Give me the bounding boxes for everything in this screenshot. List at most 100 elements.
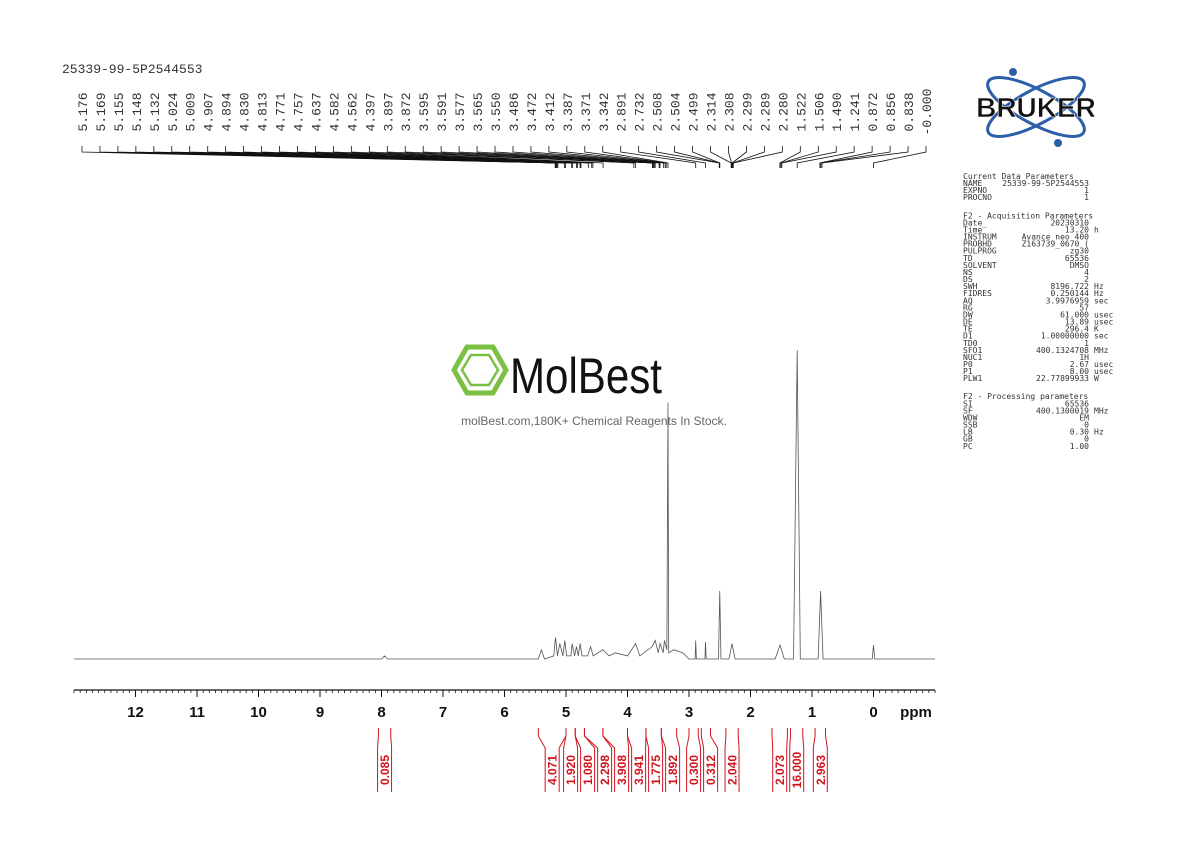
- x-axis-label: ppm: [900, 704, 932, 721]
- parameter-value: 4: [1084, 268, 1089, 277]
- peak-label: 4.637: [309, 92, 324, 131]
- parameter-name: TD0: [963, 339, 978, 348]
- parameter-value: Avance neo 400: [1022, 233, 1090, 242]
- peak-label: 4.894: [220, 92, 235, 131]
- parameter-value: 2: [1084, 275, 1089, 284]
- parameter-section-title: Current Data Parameters: [963, 172, 1074, 181]
- parameter-value: zg30: [1070, 247, 1089, 256]
- peak-connector: [780, 146, 819, 168]
- integral-bracket: [724, 728, 740, 792]
- x-tick-label: 5: [562, 704, 570, 721]
- parameter-name: SOLVENT: [963, 261, 997, 270]
- peak-connector: [692, 146, 721, 168]
- peak-label: 2.314: [705, 92, 720, 131]
- peak-label: 2.504: [669, 92, 684, 131]
- parameter-value: 0.30: [1070, 428, 1089, 437]
- integral-label: 1.920: [564, 755, 578, 785]
- integral-label: 1.775: [649, 755, 663, 785]
- integral-label: 1.892: [666, 755, 680, 785]
- peak-connector: [820, 146, 891, 168]
- parameter-unit: Hz: [1094, 428, 1104, 437]
- parameter-value: 296.4: [1065, 325, 1089, 334]
- parameter-value: 0: [1084, 421, 1089, 430]
- peak-connector: [821, 146, 909, 168]
- parameter-value: 25339-99-5P2544553: [1002, 179, 1089, 188]
- parameter-value: 1.00: [1070, 442, 1089, 451]
- parameter-unit: MHz: [1094, 346, 1109, 355]
- peak-connector: [731, 146, 747, 168]
- peak-label: 0.856: [884, 92, 899, 131]
- x-tick-label: 0: [869, 704, 877, 721]
- parameter-value: 1H: [1079, 353, 1089, 362]
- parameter-name: SWH: [963, 282, 978, 291]
- peak-label: 3.550: [489, 92, 504, 131]
- parameter-value: 57: [1079, 303, 1089, 312]
- parameter-name: DW: [963, 310, 973, 319]
- peak-connector: [819, 146, 873, 168]
- peak-label: 3.565: [471, 92, 486, 131]
- x-tick-label: 2: [746, 704, 754, 721]
- peak-label: 3.342: [597, 92, 612, 131]
- parameter-name: NUC1: [963, 353, 982, 362]
- peak-label: 2.732: [633, 92, 648, 131]
- parameter-name: Date_: [963, 218, 987, 227]
- peak-connector: [732, 146, 765, 168]
- x-tick-label: 8: [377, 704, 385, 721]
- parameter-name: P0: [963, 360, 973, 369]
- peak-label: 5.169: [94, 92, 109, 131]
- peak-connector: [333, 146, 593, 168]
- parameter-value: 65536: [1065, 254, 1089, 263]
- parameter-unit: W: [1094, 374, 1099, 383]
- peak-label: 3.486: [507, 92, 522, 131]
- parameter-unit: usec: [1094, 310, 1113, 319]
- peak-label: 2.891: [615, 92, 630, 131]
- peak-connector: [796, 146, 855, 168]
- peak-label: 3.387: [561, 92, 576, 131]
- parameter-value: 8196.722: [1050, 282, 1089, 291]
- parameter-unit: usec: [1094, 318, 1113, 327]
- peak-label: 1.506: [812, 92, 827, 131]
- parameter-value: 8.00: [1070, 367, 1089, 376]
- parameter-name: DE: [963, 318, 973, 327]
- peak-label: 4.813: [256, 92, 271, 131]
- peak-connector: [512, 146, 660, 168]
- logo-text: BRUKER: [976, 92, 1096, 123]
- x-tick-label: 11: [189, 704, 205, 721]
- peak-connector: [494, 146, 656, 168]
- integral-label: 2.073: [773, 755, 787, 785]
- integral-label: 2.298: [598, 755, 612, 785]
- logo-dot: [1054, 139, 1062, 147]
- peak-label: 3.872: [399, 92, 414, 131]
- parameter-value: 3.9976959: [1046, 296, 1090, 305]
- integral-label: 0.312: [704, 755, 718, 785]
- peak-connector: [458, 146, 654, 168]
- spectrum-line: [74, 349, 935, 660]
- peak-label: 4.757: [291, 92, 306, 131]
- parameter-name: NS: [963, 268, 973, 277]
- peak-label: 5.176: [76, 92, 91, 131]
- sample-id: 25339-99-5P2544553: [62, 62, 202, 77]
- parameter-name: DS: [963, 275, 973, 284]
- integral-bracket: [700, 728, 719, 792]
- peak-connector: [732, 146, 783, 168]
- watermark-hexagon-inner: [460, 353, 500, 387]
- peak-label: 0.872: [866, 92, 881, 131]
- parameter-unit: sec: [1094, 332, 1109, 341]
- parameter-name: GB: [963, 435, 973, 444]
- logo-dot: [1009, 68, 1017, 76]
- peak-label: 3.412: [543, 92, 558, 131]
- parameter-value: 2.67: [1070, 360, 1089, 369]
- x-tick-label: 10: [250, 704, 267, 721]
- peak-connector: [440, 146, 654, 168]
- parameter-value: 400.1324708: [1036, 346, 1089, 355]
- parameter-value: 1: [1084, 193, 1089, 202]
- integral-label: 0.300: [687, 755, 701, 785]
- peak-label: 4.771: [274, 92, 289, 131]
- parameter-unit: usec: [1094, 367, 1113, 376]
- parameter-unit: K: [1094, 325, 1099, 334]
- parameter-value: 0.250144: [1050, 289, 1089, 298]
- peak-label: 3.577: [453, 92, 468, 131]
- integral-label: 3.941: [632, 755, 646, 785]
